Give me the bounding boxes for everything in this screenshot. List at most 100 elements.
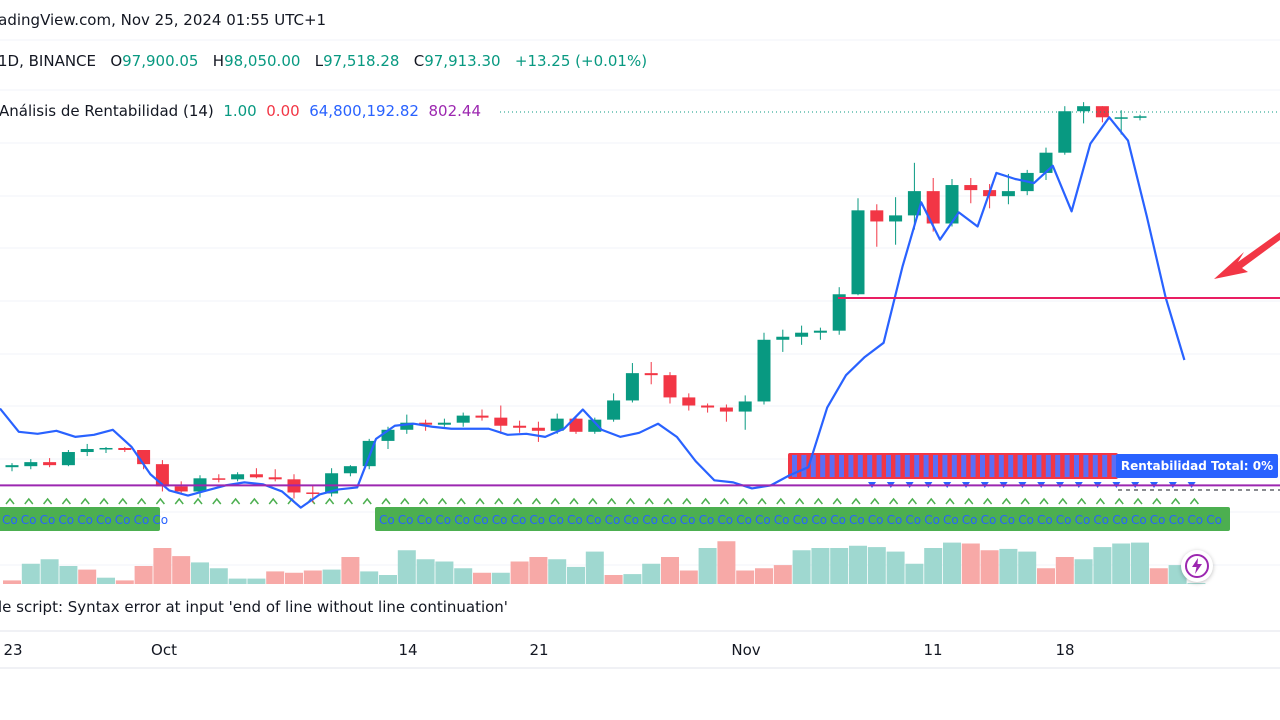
compra-label-text: Co — [1018, 513, 1034, 527]
x-tick-label: 11 — [923, 641, 943, 659]
up-arrow-icon — [1133, 497, 1143, 505]
candle-body — [61, 452, 75, 466]
up-arrow-icon — [907, 497, 917, 505]
up-arrow-icon — [5, 497, 15, 505]
compra-label-text: Co — [152, 513, 168, 527]
up-arrow-icon — [1095, 497, 1105, 505]
candle-body — [513, 425, 527, 428]
x-tick-label: 21 — [529, 641, 549, 659]
compra-label-text: Co — [58, 513, 74, 527]
compra-label-text: Co — [680, 513, 696, 527]
candle-body — [343, 466, 357, 474]
signal-stripe — [914, 455, 920, 477]
compra-label-text: Co — [548, 513, 564, 527]
up-arrow-icon — [1077, 497, 1087, 505]
compra-label-text: Co — [1037, 513, 1053, 527]
volume-bar — [661, 557, 679, 584]
candle-body — [719, 407, 733, 412]
candle-body — [155, 464, 169, 487]
volume-bar — [642, 563, 661, 584]
up-arrow-icon — [682, 497, 692, 505]
signal-stripe — [1102, 455, 1108, 477]
up-arrow-icon — [249, 497, 259, 505]
compra-label-text: Co — [774, 513, 790, 527]
candle-body — [682, 397, 696, 406]
compra-label-text: Co — [830, 513, 846, 527]
indicator-legend[interactable]: Análisis de Rentabilidad (14) 1.00 0.00 … — [0, 102, 481, 120]
up-arrow-icon — [400, 497, 410, 505]
up-arrow-icon — [362, 497, 372, 505]
up-arrow-icon — [268, 497, 278, 505]
high-label: H — [212, 52, 225, 70]
compra-label-text: Co — [2, 513, 18, 527]
candle-body — [964, 185, 978, 191]
up-arrow-icon — [1001, 497, 1011, 505]
volume-bar — [717, 541, 736, 584]
candle-body — [531, 427, 545, 431]
volume-bar — [867, 547, 886, 584]
watermark: radingView.com, Nov 25, 2024 01:55 UTC+1 — [0, 11, 327, 29]
compra-label-text: Co — [1150, 513, 1166, 527]
up-arrow-icon — [24, 497, 34, 505]
compra-label-text: Co — [77, 513, 93, 527]
signal-stripe — [867, 455, 873, 477]
volume-bar — [811, 548, 830, 584]
compra-label-text: Co — [605, 513, 621, 527]
signal-stripe — [1036, 455, 1042, 477]
volume-bar — [303, 570, 322, 584]
open-label: O — [110, 52, 123, 70]
indicator-name: Análisis de Rentabilidad (14) — [0, 102, 214, 120]
candle-body — [381, 429, 395, 441]
signal-stripe — [1017, 455, 1023, 477]
compra-label-text: Co — [699, 513, 715, 527]
volume-bar — [266, 571, 285, 584]
script-error-message: le script: Syntax error at input 'end of… — [0, 598, 508, 616]
volume-bar — [379, 575, 397, 584]
candle-body — [1114, 117, 1128, 119]
volume-bar — [1018, 551, 1037, 584]
up-arrow-icon — [1171, 497, 1181, 505]
candle-body — [494, 417, 508, 426]
volume-bar — [360, 571, 379, 584]
volume-bar — [416, 559, 435, 584]
candle-body — [268, 477, 282, 480]
x-tick-label: Nov — [731, 641, 761, 659]
up-arrow-icon — [155, 497, 165, 505]
volume-bar — [21, 563, 40, 584]
volume-bar — [491, 572, 510, 584]
lightning-button[interactable] — [1181, 550, 1213, 582]
candle-body — [757, 339, 771, 402]
signal-stripe — [942, 455, 948, 477]
volume-bar — [755, 568, 773, 584]
volume-bar — [435, 561, 454, 584]
volume-bar — [1131, 542, 1149, 584]
up-arrow-icon — [80, 497, 90, 505]
signal-stripe — [1092, 455, 1098, 477]
up-arrow-icon — [212, 497, 222, 505]
close-value: 97,913.30 — [424, 52, 501, 70]
up-arrow-icon — [43, 497, 53, 505]
compra-label-text: Co — [492, 513, 508, 527]
compra-label-text: Co — [1075, 513, 1091, 527]
volume-bar — [792, 550, 811, 584]
compra-label-text: Co — [849, 513, 865, 527]
volume-bar — [679, 570, 698, 584]
compra-label-text: Co — [981, 513, 997, 527]
signal-stripe — [980, 455, 985, 477]
up-arrow-icon — [174, 497, 184, 505]
compra-label-text: Co — [567, 513, 583, 527]
candle-body — [851, 210, 865, 295]
volume-bar — [1055, 557, 1074, 584]
up-arrow-icon — [1039, 497, 1049, 505]
volume-bar — [285, 572, 303, 584]
up-arrow-icon — [231, 497, 241, 505]
indicator-value-3: 64,800,192.82 — [309, 102, 419, 120]
volume-bar — [191, 562, 209, 584]
compra-label-text: Co — [887, 513, 903, 527]
candle-body — [306, 492, 320, 494]
compra-label-text: Co — [905, 513, 921, 527]
volume-bar — [999, 548, 1018, 584]
up-arrow-icon — [381, 497, 391, 505]
up-arrow-icon — [531, 497, 541, 505]
